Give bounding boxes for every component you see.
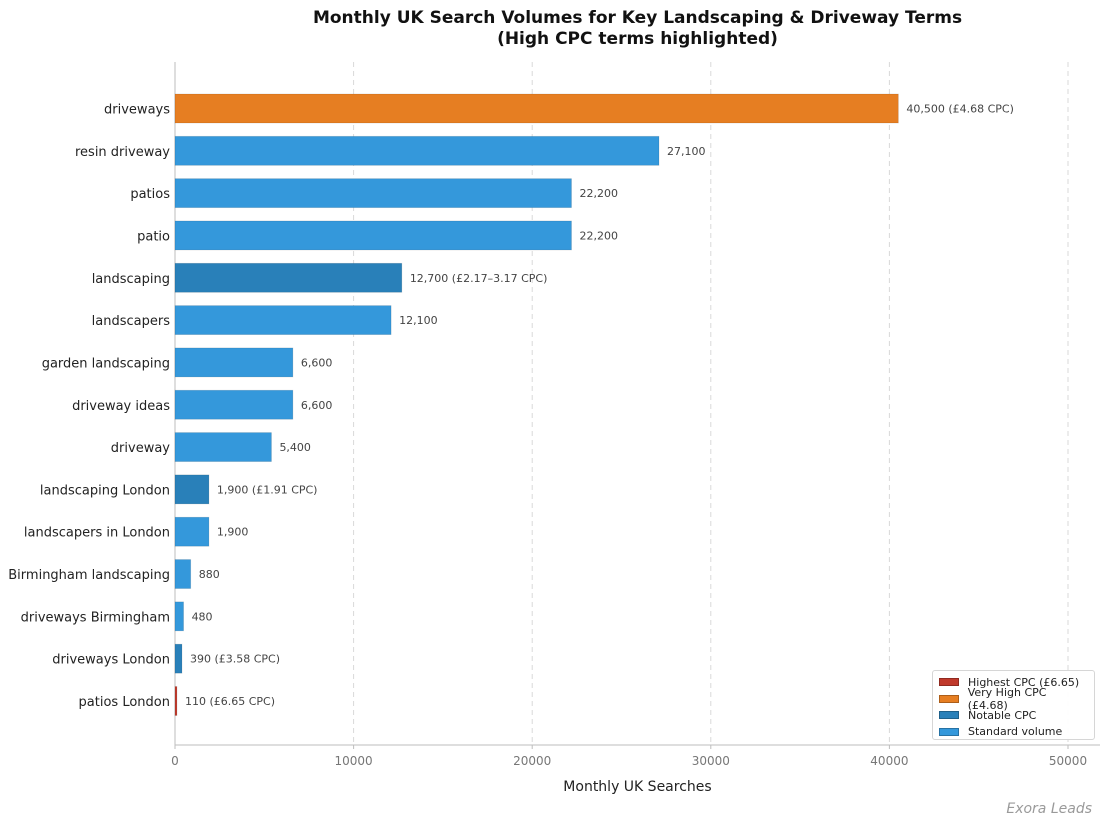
bar [174, 474, 210, 505]
data-label: 6,600 [301, 399, 333, 412]
bar [174, 135, 660, 166]
data-label: 40,500 (£4.68 CPC) [906, 103, 1014, 116]
bar [174, 643, 183, 674]
data-label: 12,700 (£2.17–3.17 CPC) [410, 272, 548, 285]
data-label: 5,400 [279, 441, 311, 454]
legend-item-standard: Standard volume [939, 724, 1088, 741]
y-tick-label: Birmingham landscaping [8, 568, 170, 583]
x-tick-label: 0 [171, 754, 179, 768]
chart-title-line-2: (High CPC terms highlighted) [497, 29, 778, 49]
chart-title: Monthly UK Search Volumes for Key Landsc… [175, 8, 1100, 50]
y-tick-label: driveways [104, 103, 170, 118]
legend-swatch-highest [939, 678, 959, 687]
x-tick-label: 30000 [692, 754, 730, 768]
x-tick-label: 20000 [513, 754, 551, 768]
y-tick-label: garden landscaping [42, 356, 170, 371]
data-label: 6,600 [301, 356, 333, 369]
legend: Highest CPC (£6.65) Very High CPC (£4.68… [932, 670, 1095, 740]
data-label: 110 (£6.65 CPC) [185, 695, 275, 708]
y-tick-label: landscaping London [40, 483, 170, 498]
data-label: 22,200 [579, 229, 618, 242]
bar [174, 220, 572, 251]
data-label: 12,100 [399, 314, 438, 327]
legend-label-notable: Notable CPC [968, 708, 1037, 722]
y-tick-label: patio [137, 229, 170, 244]
bar [174, 559, 192, 589]
legend-item-notable: Notable CPC [939, 707, 1088, 724]
bar [174, 93, 899, 124]
y-tick-label: landscaping [92, 272, 170, 287]
data-label: 480 [192, 610, 213, 623]
data-label: 27,100 [667, 145, 706, 158]
data-label: 22,200 [579, 187, 618, 200]
y-tick-label: patios [130, 187, 170, 202]
bar [174, 347, 294, 378]
y-tick-label: driveway [111, 441, 170, 456]
x-tick-label: 50000 [1049, 754, 1087, 768]
data-label: 1,900 (£1.91 CPC) [217, 483, 318, 496]
legend-label-standard: Standard volume [968, 725, 1063, 739]
legend-swatch-very-high [939, 694, 959, 703]
x-tick-label: 10000 [335, 754, 373, 768]
bar [174, 262, 403, 293]
y-tick-label: driveways Birmingham [21, 610, 170, 625]
data-label: 390 (£3.58 CPC) [190, 653, 280, 666]
bar [174, 516, 210, 547]
watermark: Exora Leads [1006, 801, 1092, 817]
y-tick-label: resin driveway [75, 145, 170, 160]
bar [174, 432, 272, 462]
y-tick-label: patios London [79, 695, 170, 710]
legend-item-very-high: Very High CPC (£4.68) [939, 686, 1088, 712]
y-tick-label: driveways London [52, 653, 170, 668]
bar [174, 601, 184, 632]
bar [174, 389, 294, 420]
chart-title-line-1: Monthly UK Search Volumes for Key Landsc… [312, 8, 963, 28]
x-tick-label: 40000 [870, 754, 908, 768]
legend-label-very-high: Very High CPC (£4.68) [967, 685, 1047, 712]
data-label: 1,900 [217, 526, 249, 539]
y-tick-label: landscapers in London [24, 526, 170, 541]
legend-swatch-notable [939, 711, 959, 720]
bar [174, 305, 392, 336]
legend-swatch-standard [939, 727, 959, 736]
x-axis-label: Monthly UK Searches [563, 779, 712, 795]
y-tick-label: landscapers [92, 314, 171, 329]
legend-label-highest: Highest CPC (£6.65) [968, 675, 1080, 689]
legend-item-highest: Highest CPC (£6.65) [939, 674, 1088, 691]
y-tick-label: driveway ideas [72, 399, 170, 414]
data-label: 880 [199, 568, 220, 581]
bar [174, 178, 572, 209]
bar [174, 686, 178, 716]
